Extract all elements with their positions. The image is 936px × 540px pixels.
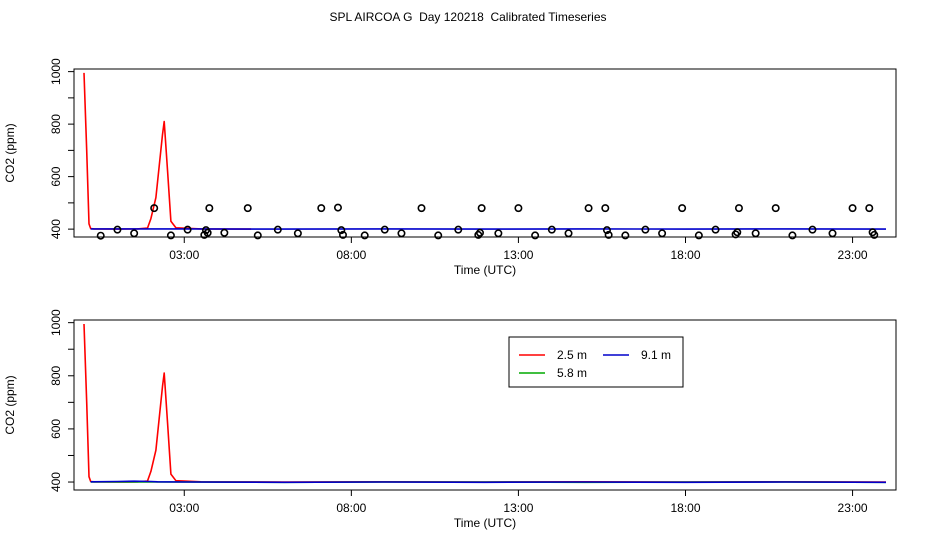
data-point <box>621 231 630 240</box>
y-tick-label: 800 <box>49 365 63 385</box>
y-tick-label: 800 <box>49 114 63 134</box>
y-axis-label: CO2 (ppm) <box>3 375 17 434</box>
data-point <box>547 225 556 234</box>
data-point <box>733 228 742 237</box>
x-axis-label: Time (UTC) <box>454 516 516 530</box>
legend: 2.5 m 5.8 m 9.1 m <box>508 336 684 388</box>
plot-frame <box>73 319 897 491</box>
data-point <box>678 204 687 213</box>
y-tick-label: 1000 <box>49 309 63 336</box>
x-tick-label: 13:00 <box>503 501 533 515</box>
data-point <box>183 225 192 234</box>
data-point <box>711 225 720 234</box>
data-point <box>397 229 406 238</box>
data-point <box>870 230 879 239</box>
data-point <box>828 229 837 238</box>
x-tick-label: 08:00 <box>336 248 366 262</box>
data-point <box>494 229 503 238</box>
legend-box <box>508 336 684 388</box>
series-line-9-1-m <box>90 480 887 484</box>
data-point <box>602 226 611 235</box>
data-point <box>360 231 369 240</box>
x-axis-label: Time (UTC) <box>454 263 516 277</box>
data-point <box>734 204 743 213</box>
data-point <box>604 230 613 239</box>
plot-frame <box>73 68 897 238</box>
data-point <box>584 204 593 213</box>
data-point <box>848 204 857 213</box>
data-point <box>333 203 342 212</box>
data-point <box>531 231 540 240</box>
data-point <box>338 230 347 239</box>
x-tick-label: 23:00 <box>838 248 868 262</box>
data-point <box>96 231 105 240</box>
data-point <box>253 231 262 240</box>
y-tick-label: 1000 <box>49 58 63 85</box>
data-point <box>293 229 302 238</box>
data-point <box>771 204 780 213</box>
data-point <box>694 231 703 240</box>
series-line-2-5-m <box>83 72 252 230</box>
data-point <box>203 228 212 237</box>
data-point <box>220 228 229 237</box>
data-point <box>788 231 797 240</box>
x-tick-label: 08:00 <box>336 501 366 515</box>
y-tick-label: 400 <box>49 219 63 239</box>
data-point <box>514 204 523 213</box>
chart-panel-bottom: 03:00 08:00 13:00 18:00 23:00 400 600 800 1000 Ti… <box>3 309 897 530</box>
data-point <box>166 231 175 240</box>
data-point <box>243 204 252 213</box>
data-point <box>601 204 610 213</box>
data-point <box>380 225 389 234</box>
series-line-2-5-m <box>83 323 887 483</box>
x-tick-label: 13:00 <box>503 248 533 262</box>
data-point <box>113 225 122 234</box>
data-point <box>317 204 326 213</box>
x-tick-label: 18:00 <box>670 248 700 262</box>
legend-label: 9.1 m <box>641 348 671 362</box>
y-tick-label: 600 <box>49 166 63 186</box>
chart-panel-top: 03:00 08:00 13:00 18:00 23:00 400 600 800 1000 Ti… <box>3 58 897 277</box>
legend-label: 5.8 m <box>557 366 587 380</box>
data-point <box>641 225 650 234</box>
data-point <box>205 204 214 213</box>
x-tick-label: 18:00 <box>670 501 700 515</box>
data-point <box>337 226 346 235</box>
x-tick-label: 03:00 <box>169 501 199 515</box>
x-tick-label: 03:00 <box>169 248 199 262</box>
y-tick-label: 400 <box>49 472 63 492</box>
data-point <box>865 204 874 213</box>
data-point <box>751 229 760 238</box>
data-point <box>150 204 159 213</box>
data-point <box>564 229 573 238</box>
y-axis-label: CO2 (ppm) <box>3 123 17 182</box>
data-point <box>658 229 667 238</box>
x-tick-label: 23:00 <box>838 501 868 515</box>
data-point <box>808 225 817 234</box>
data-point <box>417 204 426 213</box>
legend-label: 2.5 m <box>557 348 587 362</box>
data-point <box>273 225 282 234</box>
y-tick-label: 600 <box>49 419 63 439</box>
data-point <box>475 228 484 237</box>
data-point <box>477 204 486 213</box>
data-point <box>454 225 463 234</box>
data-point <box>434 231 443 240</box>
data-point <box>130 229 139 238</box>
chart-title: SPL AIRCOA G Day 120218 Calibrated Times… <box>329 10 607 24</box>
